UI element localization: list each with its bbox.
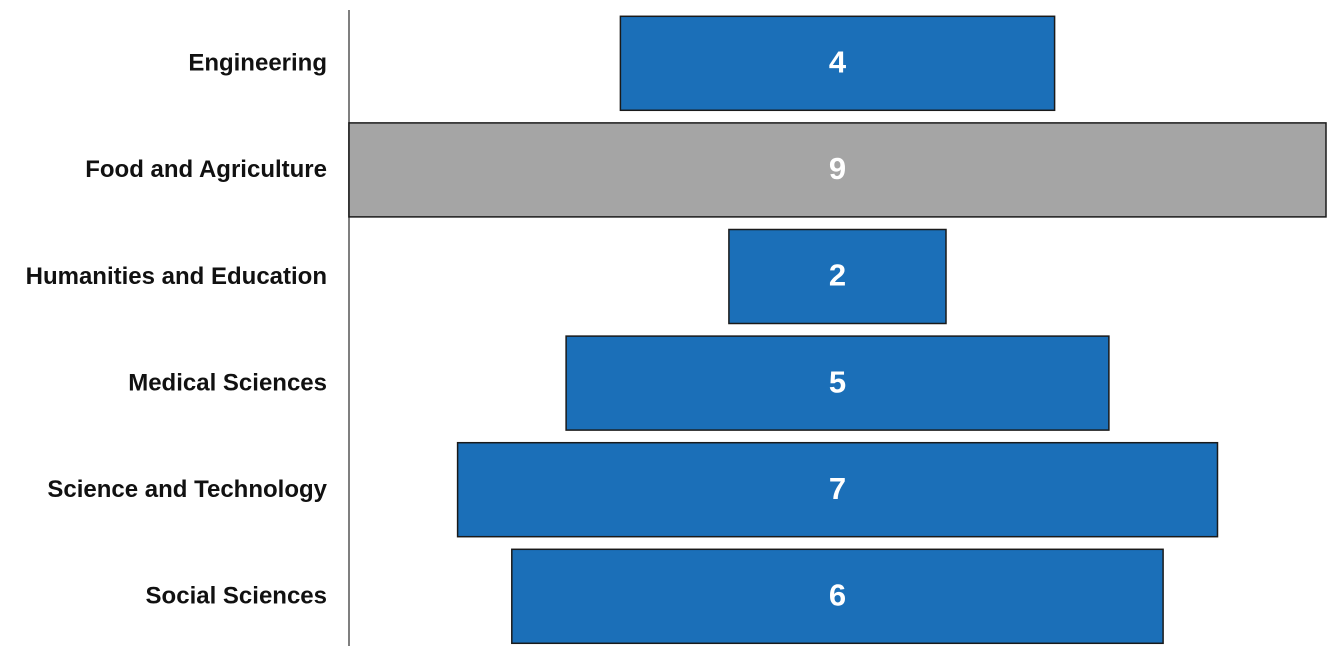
data-label-science-and-technology: 7 (829, 471, 846, 506)
data-label-medical-sciences: 5 (829, 364, 846, 399)
category-label-humanities-and-education: Humanities and Education (26, 263, 327, 290)
category-label-medical-sciences: Medical Sciences (128, 369, 327, 396)
category-label-social-sciences: Social Sciences (146, 583, 327, 610)
data-label-social-sciences: 6 (829, 577, 846, 612)
category-label-engineering: Engineering (188, 50, 327, 77)
category-labels-group: Engineering Food and Agriculture Humanitie… (26, 50, 328, 610)
data-label-engineering: 4 (829, 44, 847, 79)
bar-food-and-agriculture (348, 122, 1327, 218)
category-label-food-and-agriculture: Food and Agriculture (85, 156, 327, 183)
bar-science-and-technology (456, 441, 1219, 538)
bars-group: 4 9 2 5 7 6 (348, 15, 1327, 645)
bar-engineering (619, 15, 1056, 112)
bar-humanities-and-education (728, 228, 947, 325)
bar-medical-sciences (565, 335, 1110, 431)
category-label-science-and-technology: Science and Technology (47, 476, 327, 503)
bar-social-sciences (511, 548, 1164, 645)
data-label-humanities-and-education: 2 (829, 258, 846, 293)
data-label-food-and-agriculture: 9 (829, 151, 846, 186)
